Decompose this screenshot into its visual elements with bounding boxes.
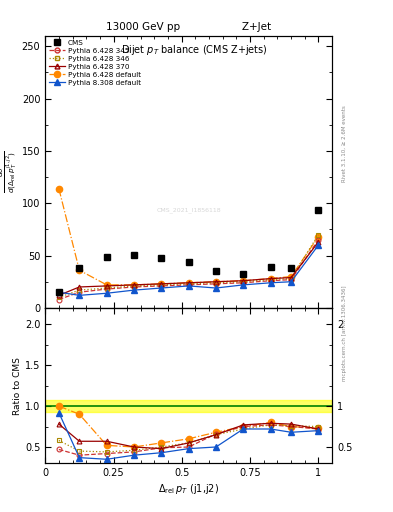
CMS (268, 264, 273, 270)
Pythia 6.428 345 (77, 289, 82, 295)
Y-axis label: Ratio to CMS: Ratio to CMS (13, 357, 22, 415)
Pythia 6.428 345 (289, 276, 294, 283)
Pythia 6.428 default (186, 280, 191, 286)
Pythia 6.428 default (104, 282, 109, 288)
Text: mcplots.cern.ch [arXiv:1306.3436]: mcplots.cern.ch [arXiv:1306.3436] (342, 285, 347, 380)
Pythia 6.428 345 (186, 282, 191, 288)
Pythia 6.428 default (289, 273, 294, 280)
Pythia 6.428 370 (241, 278, 246, 284)
CMS (77, 265, 82, 271)
Pythia 6.428 default (132, 282, 136, 288)
Pythia 6.428 370 (186, 280, 191, 286)
CMS (289, 265, 294, 271)
Pythia 8.308 default (77, 292, 82, 298)
Pythia 6.428 346 (268, 276, 273, 283)
Pythia 6.428 default (77, 267, 82, 273)
Pythia 8.308 default (186, 283, 191, 289)
Pythia 6.428 345 (268, 278, 273, 284)
Pythia 8.308 default (214, 285, 219, 291)
Text: Rivet 3.1.10, ≥ 2.6M events: Rivet 3.1.10, ≥ 2.6M events (342, 105, 347, 182)
Pythia 6.428 370 (104, 283, 109, 289)
Pythia 6.428 default (241, 278, 246, 284)
Line: Pythia 8.308 default: Pythia 8.308 default (56, 242, 321, 298)
Pythia 6.428 370 (132, 282, 136, 288)
Pythia 8.308 default (104, 290, 109, 296)
Line: Pythia 6.428 345: Pythia 6.428 345 (57, 238, 321, 302)
Pythia 8.308 default (241, 282, 246, 288)
Pythia 6.428 345 (132, 284, 136, 290)
Pythia 6.428 346 (159, 282, 163, 288)
Pythia 6.428 default (214, 279, 219, 285)
Pythia 6.428 346 (77, 287, 82, 293)
Pythia 6.428 346 (214, 280, 219, 286)
Pythia 6.428 default (316, 233, 321, 240)
Pythia 6.428 default (57, 185, 61, 191)
Pythia 6.428 345 (214, 281, 219, 287)
Pythia 6.428 345 (159, 283, 163, 289)
Pythia 6.428 370 (214, 279, 219, 285)
CMS (57, 289, 61, 295)
Text: Dijet $p_T$ balance (CMS Z+jets): Dijet $p_T$ balance (CMS Z+jets) (121, 42, 268, 57)
Pythia 6.428 370 (316, 239, 321, 245)
Pythia 6.428 345 (57, 296, 61, 303)
Pythia 8.308 default (289, 279, 294, 285)
CMS (186, 259, 191, 265)
Pythia 6.428 346 (132, 283, 136, 289)
Text: CMS_2021_I1856118: CMS_2021_I1856118 (156, 207, 221, 213)
Pythia 6.428 346 (289, 275, 294, 282)
CMS (214, 268, 219, 274)
Title: 13000 GeV pp                   Z+Jet: 13000 GeV pp Z+Jet (106, 23, 271, 32)
Line: Pythia 6.428 346: Pythia 6.428 346 (57, 232, 321, 300)
Pythia 6.428 370 (159, 281, 163, 287)
Pythia 6.428 default (268, 275, 273, 282)
CMS (241, 271, 246, 278)
CMS (316, 206, 321, 212)
Pythia 6.428 345 (316, 237, 321, 243)
Pythia 6.428 370 (289, 274, 294, 281)
Pythia 6.428 370 (77, 284, 82, 290)
X-axis label: $\Delta_{\rm rel}\,p_T$ (j1,j2): $\Delta_{\rm rel}\,p_T$ (j1,j2) (158, 482, 219, 497)
Legend: CMS, Pythia 6.428 345, Pythia 6.428 346, Pythia 6.428 370, Pythia 6.428 default,: CMS, Pythia 6.428 345, Pythia 6.428 346,… (48, 38, 142, 88)
Pythia 8.308 default (132, 287, 136, 293)
Pythia 8.308 default (268, 280, 273, 286)
Line: CMS: CMS (55, 206, 322, 295)
Pythia 6.428 345 (241, 280, 246, 286)
Line: Pythia 6.428 370: Pythia 6.428 370 (57, 240, 321, 298)
Pythia 8.308 default (57, 289, 61, 295)
Pythia 6.428 346 (241, 279, 246, 285)
Bar (45, 400, 332, 412)
Pythia 6.428 370 (268, 275, 273, 282)
Pythia 6.428 346 (186, 281, 191, 287)
Pythia 8.308 default (316, 242, 321, 248)
CMS (159, 254, 163, 261)
CMS (104, 253, 109, 260)
Pythia 6.428 346 (316, 231, 321, 238)
Pythia 6.428 346 (104, 285, 109, 291)
Pythia 6.428 370 (57, 292, 61, 298)
Pythia 6.428 345 (104, 286, 109, 292)
Pythia 6.428 default (159, 281, 163, 287)
Y-axis label: $\frac{d\sigma}{d(\Delta_{\rm rel}\,p_T^{j1,j2})}$: $\frac{d\sigma}{d(\Delta_{\rm rel}\,p_T^… (0, 151, 19, 193)
Line: Pythia 6.428 default: Pythia 6.428 default (56, 185, 321, 288)
Pythia 8.308 default (159, 285, 163, 291)
Pythia 6.428 346 (57, 294, 61, 301)
CMS (132, 251, 136, 258)
